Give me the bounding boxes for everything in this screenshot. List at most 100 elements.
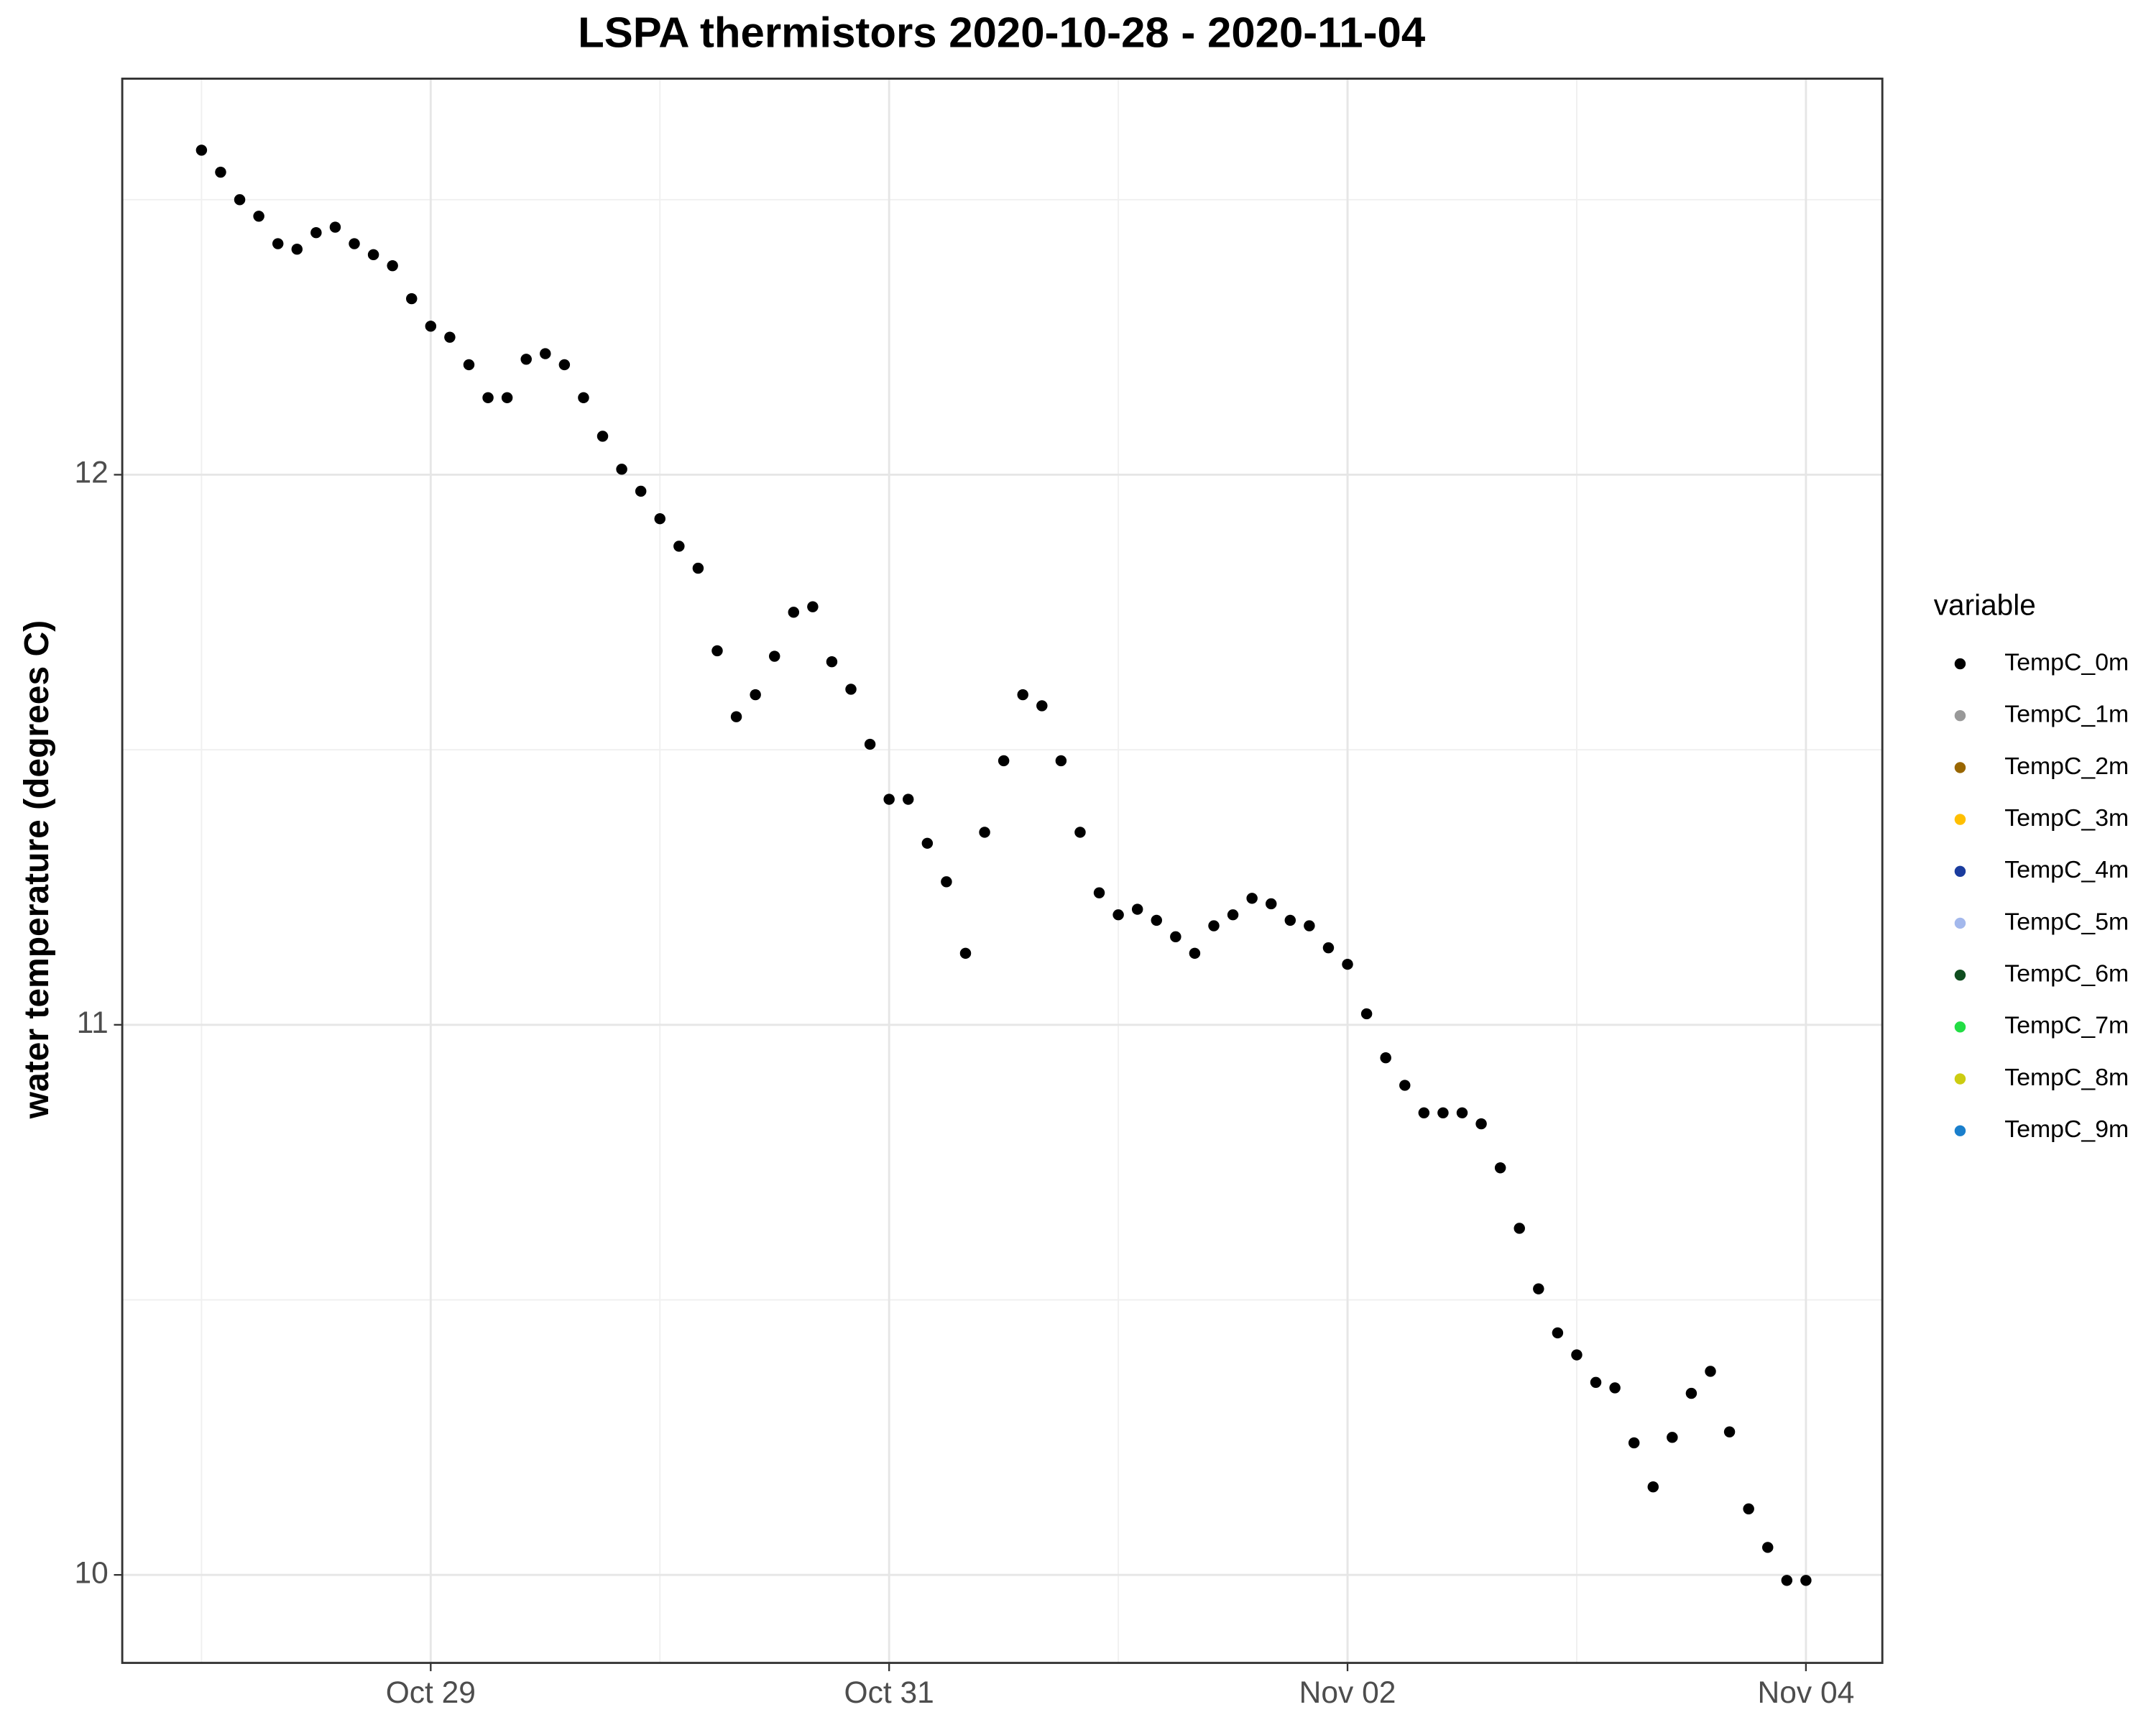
- legend-key: [1954, 1073, 1966, 1085]
- data-point: [1208, 920, 1220, 932]
- data-point: [1265, 898, 1277, 910]
- data-point: [1017, 689, 1028, 701]
- data-point: [444, 331, 456, 343]
- data-point: [215, 166, 226, 178]
- data-point: [998, 755, 1010, 767]
- legend-key: [1954, 1021, 1966, 1033]
- legend-title: variable: [1934, 589, 2036, 622]
- data-point: [349, 238, 360, 249]
- data-point: [406, 293, 418, 305]
- data-point: [673, 540, 685, 552]
- data-point: [692, 562, 704, 574]
- data-point: [310, 227, 322, 239]
- data-point: [272, 238, 284, 249]
- legend-label: TempC_7m: [2004, 1012, 2129, 1039]
- legend-key: [1954, 762, 1966, 773]
- data-point: [1647, 1481, 1659, 1493]
- x-tick-label: Nov 02: [1299, 1675, 1396, 1709]
- data-point: [1189, 947, 1201, 959]
- data-point: [788, 607, 800, 618]
- data-point: [387, 259, 398, 272]
- x-tick-label: Oct 29: [386, 1675, 476, 1709]
- data-point: [1131, 903, 1143, 915]
- data-point: [1533, 1283, 1544, 1294]
- data-point: [1609, 1382, 1621, 1394]
- panel-border: [121, 78, 1884, 1665]
- x-tick-label: Oct 31: [844, 1675, 934, 1709]
- data-point: [750, 689, 761, 701]
- data-point: [845, 684, 857, 695]
- data-point: [1494, 1162, 1506, 1174]
- y-tick-label: 12: [74, 456, 108, 489]
- legend-label: TempC_3m: [2004, 804, 2129, 832]
- data-point: [1743, 1503, 1754, 1514]
- data-point: [1151, 914, 1162, 926]
- data-point: [520, 354, 532, 365]
- data-point: [1456, 1107, 1468, 1118]
- data-point: [1590, 1376, 1602, 1388]
- legend-key: [1954, 658, 1966, 670]
- data-point: [826, 656, 838, 668]
- data-point: [1705, 1366, 1716, 1377]
- y-tick-label: 11: [77, 1006, 109, 1039]
- data-point: [1800, 1575, 1812, 1586]
- legend-label: TempC_1m: [2004, 701, 2129, 728]
- data-point: [1685, 1387, 1697, 1399]
- data-point: [1170, 931, 1181, 943]
- data-point: [768, 650, 780, 662]
- legend-key: [1954, 865, 1966, 877]
- legend-label: TempC_0m: [2004, 648, 2129, 676]
- data-point: [1055, 755, 1067, 767]
- data-point: [1304, 920, 1315, 932]
- data-point: [596, 431, 609, 442]
- data-point: [1723, 1426, 1736, 1438]
- legend-label: TempC_9m: [2004, 1116, 2129, 1143]
- data-point: [1074, 827, 1086, 838]
- legend-label: TempC_2m: [2004, 753, 2129, 780]
- data-point: [616, 464, 627, 475]
- data-point: [1667, 1432, 1678, 1443]
- data-point: [1093, 887, 1105, 898]
- legend-key: [1954, 917, 1966, 929]
- data-point: [234, 194, 246, 206]
- data-point: [329, 221, 341, 233]
- data-point: [711, 645, 723, 657]
- x-tick-label: Nov 04: [1758, 1675, 1855, 1709]
- chart-title: LSPA thermistors 2020-10-28 - 2020-11-04: [578, 9, 1425, 57]
- data-point: [864, 738, 876, 750]
- data-point: [1360, 1008, 1373, 1020]
- data-point: [730, 711, 742, 722]
- data-point: [578, 392, 589, 404]
- legend-label: TempC_8m: [2004, 1064, 2129, 1091]
- data-point: [1036, 700, 1048, 712]
- data-point: [1246, 893, 1258, 904]
- legend-key: [1954, 710, 1966, 722]
- data-point: [558, 359, 571, 371]
- data-point: [979, 827, 990, 838]
- data-point: [1762, 1542, 1774, 1553]
- data-point: [425, 321, 437, 332]
- data-point: [807, 601, 819, 612]
- data-point: [921, 837, 934, 849]
- legend-label: TempC_4m: [2004, 856, 2129, 883]
- data-point: [1437, 1107, 1449, 1118]
- legend-key: [1954, 1125, 1966, 1136]
- data-point: [540, 348, 551, 359]
- data-point: [1399, 1080, 1411, 1091]
- data-point: [883, 794, 895, 805]
- data-point: [635, 485, 647, 497]
- data-point: [654, 513, 665, 525]
- data-point: [1227, 909, 1239, 921]
- data-point: [1418, 1107, 1430, 1118]
- data-point: [1514, 1223, 1525, 1234]
- data-point: [1628, 1437, 1640, 1449]
- data-point: [1781, 1575, 1793, 1586]
- data-point: [1322, 942, 1335, 954]
- data-point: [1284, 914, 1296, 926]
- data-point: [903, 794, 914, 805]
- data-point: [1571, 1349, 1583, 1361]
- data-point: [253, 211, 264, 222]
